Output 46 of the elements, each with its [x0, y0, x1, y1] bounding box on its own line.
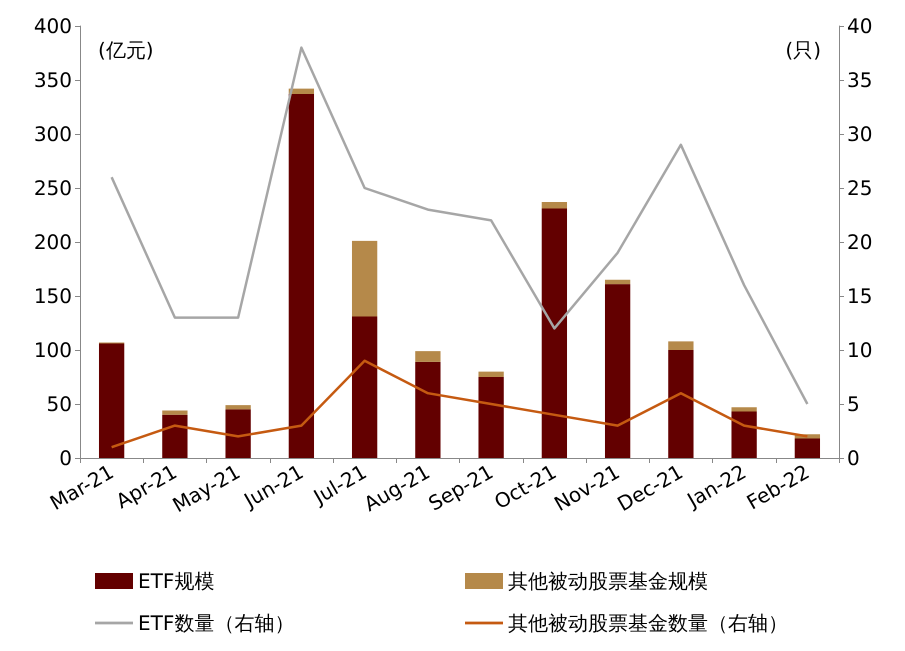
legend-label: ETF规模 — [138, 569, 214, 593]
y2-tick-label: 15 — [847, 284, 872, 308]
bar — [415, 362, 441, 458]
y2-tick-label: 30 — [847, 122, 872, 146]
y2-tick-label: 40 — [847, 14, 872, 38]
y-tick-label: 150 — [34, 284, 72, 308]
bar — [668, 350, 694, 458]
y2-tick-label: 35 — [847, 68, 872, 92]
bar — [98, 344, 124, 458]
bar — [478, 372, 504, 377]
bar — [542, 208, 568, 458]
y2-tick-label: 10 — [847, 338, 872, 362]
y2-tick-label: 25 — [847, 176, 872, 200]
bar — [225, 409, 251, 458]
y-axis-title: (亿元) — [98, 38, 154, 62]
y-tick-label: 350 — [34, 68, 72, 92]
bar — [288, 94, 314, 458]
legend-label: ETF数量（右轴） — [138, 611, 294, 635]
y2-tick-label: 0 — [847, 446, 860, 470]
bar — [731, 407, 757, 412]
bar — [162, 414, 188, 458]
legend-label: 其他被动股票基金数量（右轴） — [508, 611, 788, 635]
y2-axis-title: (只) — [785, 38, 821, 62]
y-tick-label: 300 — [34, 122, 72, 146]
bar — [415, 351, 441, 362]
legend-label: 其他被动股票基金规模 — [508, 569, 708, 593]
bar — [604, 284, 630, 458]
bar — [542, 202, 568, 209]
y-tick-label: 400 — [34, 14, 72, 38]
bar — [162, 410, 188, 415]
y-tick-label: 50 — [46, 392, 72, 416]
bar — [352, 240, 378, 317]
y-tick-label: 0 — [59, 446, 72, 470]
bar — [794, 438, 820, 458]
bar — [668, 341, 694, 350]
y2-tick-label: 5 — [847, 392, 860, 416]
bar — [604, 280, 630, 284]
y2-tick-label: 20 — [847, 230, 872, 254]
bar — [478, 377, 504, 458]
line-series — [110, 360, 809, 448]
bar — [352, 316, 378, 458]
y-tick-label: 100 — [34, 338, 72, 362]
y-tick-label: 250 — [34, 176, 72, 200]
bar — [731, 412, 757, 458]
bar — [225, 405, 251, 410]
y-tick-label: 200 — [34, 230, 72, 254]
